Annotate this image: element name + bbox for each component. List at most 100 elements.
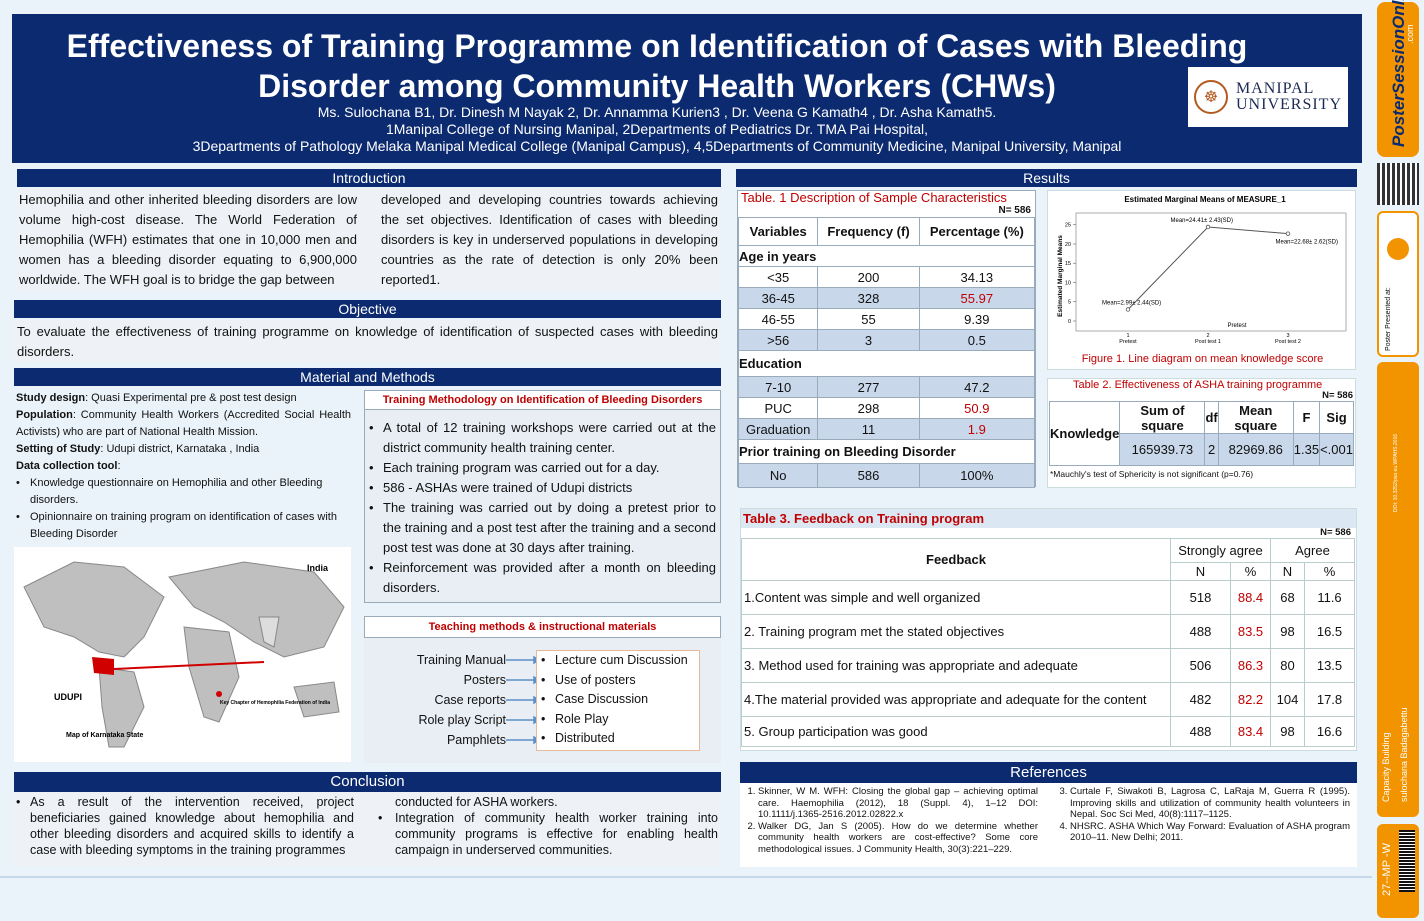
y-tick-label: 20 bbox=[1065, 242, 1071, 248]
author-text: sulochana Badagabettu bbox=[1399, 707, 1409, 802]
presented-at-box: Poster Presented at: bbox=[1377, 211, 1419, 357]
table2-note: *Mauchly's test of Sphericity is not sig… bbox=[1050, 469, 1254, 479]
tool-item: Knowledge questionnaire on Hemophilia an… bbox=[16, 475, 351, 509]
references-heading: References bbox=[740, 762, 1357, 783]
map-caption: Map of Karnataka State bbox=[66, 732, 144, 739]
poster-session-brand: PosterSessionOnline .com bbox=[1377, 0, 1419, 157]
method-item: Lecture cum Discussion bbox=[541, 651, 695, 671]
poster-title: Effectiveness of Training Programme on I… bbox=[66, 28, 1248, 104]
manipal-logo: ☸ MANIPAL UNIVERSITY bbox=[1188, 67, 1348, 127]
chart-xlabel: Pretest bbox=[1227, 323, 1246, 329]
training-item: 586 - ASHAs were trained of Udupi distri… bbox=[369, 478, 716, 498]
table3-n: N= 586 bbox=[1320, 527, 1351, 538]
material-item: Role play Script bbox=[418, 713, 506, 727]
authors: Ms. Sulochana B1, Dr. Dinesh M Nayak 2, … bbox=[317, 104, 997, 120]
chart-plot-frame bbox=[1075, 212, 1347, 332]
table2-n: N= 586 bbox=[1322, 390, 1353, 401]
data-point bbox=[1205, 224, 1211, 230]
conclusion-panel: • As a result of the intervention receive… bbox=[14, 792, 721, 866]
table-row: 2. Training program met the stated objec… bbox=[741, 614, 1355, 649]
teaching-title: Teaching methods & instructional materia… bbox=[364, 616, 721, 638]
table2: Knowledge Sum of square df Mean square F Sig… bbox=[1048, 401, 1354, 466]
map-connector bbox=[113, 661, 265, 670]
table3: Feedback Strongly agree Agree N% N% 1.Conte… bbox=[741, 538, 1355, 747]
map-eurasia bbox=[168, 561, 345, 658]
table-row: 3. Method used for training was appropri… bbox=[741, 648, 1355, 683]
table3-box: Table 3. Feedback on Training program N=… bbox=[740, 508, 1357, 751]
qr-code-icon bbox=[1377, 163, 1419, 205]
conclusion-col2: conducted for ASHA workers. • Integration… bbox=[378, 795, 718, 857]
table1-section-education: Education bbox=[738, 350, 1035, 377]
code-text: 27--MP -W bbox=[1381, 843, 1393, 896]
conclusion-point-1: • As a result of the intervention receive… bbox=[16, 795, 354, 857]
conference-logo-icon bbox=[1387, 238, 1409, 260]
table2-box: Table 2. Effectiveness of ASHA training … bbox=[1047, 378, 1356, 488]
x-category-label: Post test 1 bbox=[1195, 339, 1221, 345]
methods-heading: Material and Methods bbox=[14, 368, 721, 386]
y-tick-label: 5 bbox=[1068, 300, 1071, 306]
intro-col2: developed and developing countries towar… bbox=[381, 192, 718, 287]
conclusion-heading: Conclusion bbox=[14, 772, 721, 792]
table-row: No 586 100% bbox=[737, 463, 1036, 488]
table1-h-percentage: Percentage (%) bbox=[918, 217, 1036, 246]
y-tick-label: 15 bbox=[1065, 261, 1071, 267]
table-row: >56 3 0.5 bbox=[737, 329, 1036, 351]
poster-header: Effectiveness of Training Programme on I… bbox=[12, 14, 1362, 163]
brand-text: PosterSessionOnline bbox=[1389, 0, 1408, 147]
table-row: 7-10 277 47.2 bbox=[737, 376, 1036, 398]
reference-item: Curtale F, Siwakoti B, Lagrosa C, LaRaja… bbox=[1070, 786, 1350, 821]
poster-presented-text: Poster Presented at: bbox=[1385, 287, 1392, 351]
training-item: Each training program was carried out fo… bbox=[369, 458, 716, 478]
data-label: Mean=2.99± 2.44(SD) bbox=[1102, 300, 1161, 306]
methods-box: Lecture cum Discussion Use of posters Ca… bbox=[536, 650, 700, 751]
intro-panel: Hemophilia and other inherited bleeding … bbox=[17, 188, 721, 292]
table1-section-prior: Prior training on Bleeding Disorder bbox=[738, 439, 1035, 464]
tool-item: Opinionnaire on training program on iden… bbox=[16, 509, 351, 543]
table-row: PUC 298 50.9 bbox=[737, 397, 1036, 419]
method-item: Role Play bbox=[541, 710, 695, 730]
table-row: 46-55 55 9.39 bbox=[737, 308, 1036, 330]
table-row: <35 200 34.13 bbox=[737, 266, 1036, 288]
world-map: India UDUPI Key Chapter of Hemophilia Fe… bbox=[23, 561, 345, 748]
objective-heading: Objective bbox=[14, 300, 721, 318]
x-category-label: Pretest bbox=[1119, 339, 1137, 345]
table-row: 1.Content was simple and well organized 5… bbox=[741, 580, 1355, 615]
method-item: Distributed bbox=[541, 729, 695, 749]
intro-col1: Hemophilia and other inherited bleeding … bbox=[19, 192, 357, 287]
table1-box: Table. 1 Description of Sample Character… bbox=[737, 190, 1036, 488]
data-label: Mean=24.41± 2.43(SD) bbox=[1171, 218, 1234, 224]
x-tick-label: 2 bbox=[1206, 333, 1209, 339]
code-panel: 27--MP -W bbox=[1377, 824, 1419, 918]
table-row: 165939.73 2 82969.86 1.35 <.001 bbox=[1050, 433, 1354, 466]
training-title: Training Methodology on Identification o… bbox=[365, 391, 720, 410]
doi-text: DOI: 10.3252/pso.eu.WPAHS.2016 bbox=[1393, 433, 1399, 512]
training-item: The training was carried out by doing a … bbox=[369, 498, 716, 558]
map-africa bbox=[183, 626, 240, 723]
figure1-box: Estimated Marginal Means of MEASURE_1 Es… bbox=[1047, 190, 1356, 370]
sidebar-orange-panel: DOI: 10.3252/pso.eu.WPAHS.2016 Capacity … bbox=[1377, 362, 1419, 817]
materials-list: Training Manual Posters Case reports Rol… bbox=[364, 650, 506, 750]
data-label: Mean=22.68± 2.62(SD) bbox=[1276, 240, 1339, 246]
data-point bbox=[1125, 307, 1131, 312]
line-chart: Estimated Marginal Means of MEASURE_1 Es… bbox=[1057, 195, 1347, 345]
data-point bbox=[1285, 231, 1291, 236]
map-figure: India UDUPI Key Chapter of Hemophilia Fe… bbox=[14, 547, 351, 762]
map-americas-north bbox=[23, 561, 165, 658]
table-row: 5. Group participation was good 488 83.4 98… bbox=[741, 716, 1355, 747]
references-col2: Curtale F, Siwakoti B, Lagrosa C, LaRaja… bbox=[1070, 786, 1350, 844]
training-item: A total of 12 training workshops were ca… bbox=[369, 418, 716, 458]
table1: Variables Frequency (f) Percentage (%) Age… bbox=[737, 217, 1036, 488]
table1-section-age: Age in years bbox=[738, 245, 1035, 267]
table2-caption: Table 2. Effectiveness of ASHA training … bbox=[1073, 379, 1323, 391]
affiliation-2: 3Departments of Pathology Melaka Manipal… bbox=[192, 138, 1122, 154]
figure1-caption: Figure 1. Line diagram on mean knowledge… bbox=[1081, 353, 1324, 365]
table1-h-frequency: Frequency (f) bbox=[817, 217, 920, 246]
map-india bbox=[258, 616, 280, 648]
results-heading: Results bbox=[736, 169, 1357, 187]
references-col1: Skinner, W M. WFH: Closing the global ga… bbox=[758, 786, 1038, 855]
map-americas-south bbox=[98, 666, 145, 748]
x-tick-label: 3 bbox=[1286, 333, 1289, 339]
objective-text: To evaluate the effectiveness of trainin… bbox=[14, 320, 721, 362]
bottom-divider bbox=[0, 876, 1372, 878]
x-category-label: Post test 2 bbox=[1275, 339, 1301, 345]
